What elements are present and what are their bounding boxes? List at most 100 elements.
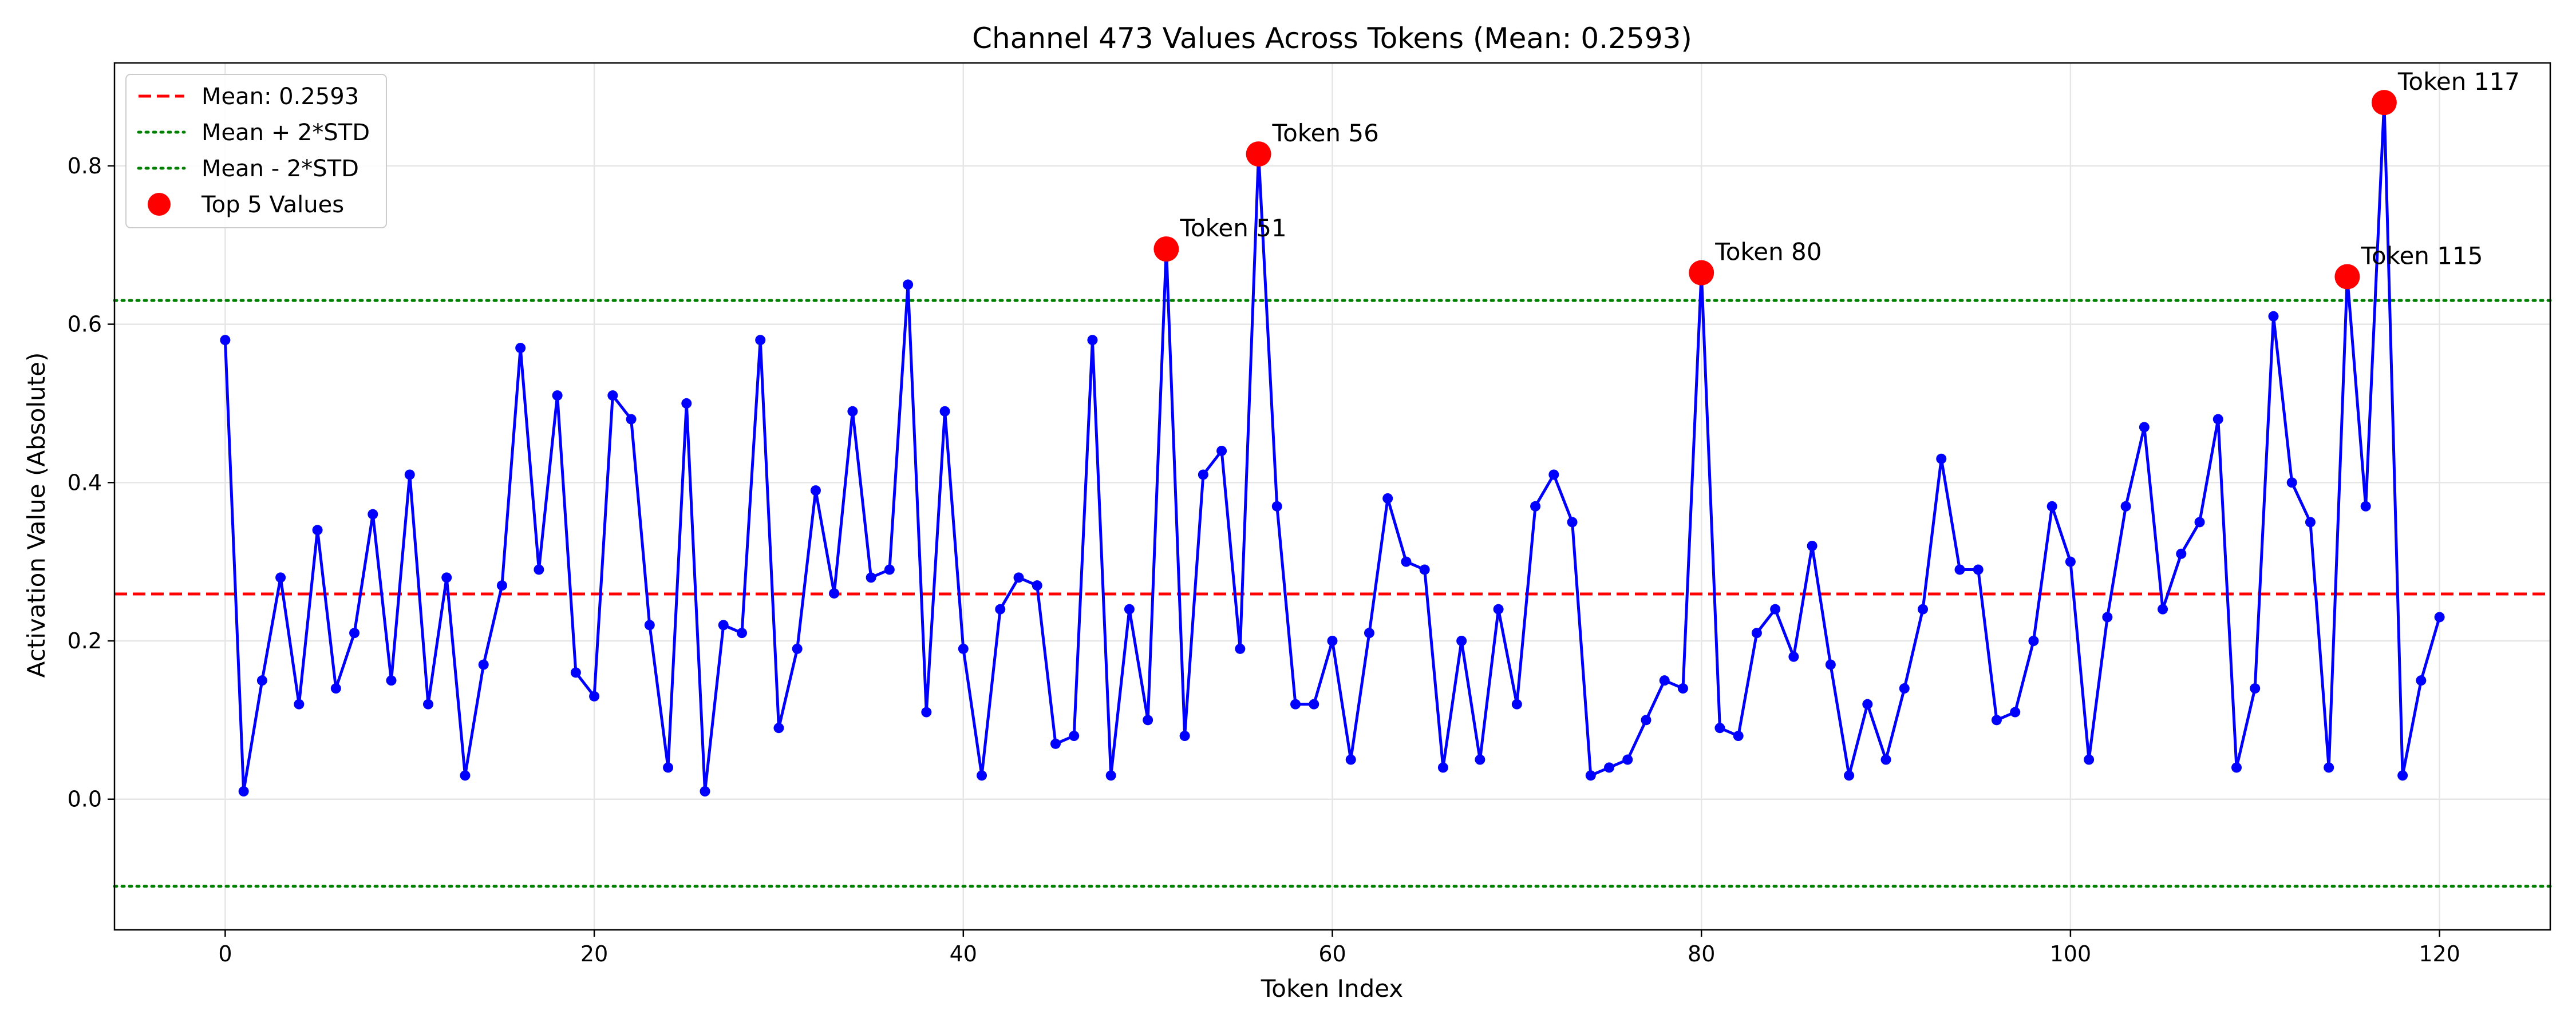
data-point (2065, 556, 2076, 567)
data-point (1069, 731, 1080, 742)
data-point (1309, 699, 1319, 710)
data-point (607, 390, 618, 401)
data-point (330, 683, 341, 694)
data-point (2028, 636, 2039, 646)
top-value-marker (1689, 260, 1714, 286)
data-point (2102, 612, 2113, 623)
data-point (700, 786, 710, 797)
data-point (1493, 604, 1504, 615)
data-point (1271, 501, 1282, 512)
x-tick-label: 120 (2419, 941, 2460, 966)
data-point (2250, 683, 2261, 694)
data-point (220, 335, 231, 346)
data-point (515, 343, 526, 354)
data-point (2010, 707, 2021, 718)
data-point (2046, 501, 2057, 512)
data-point (1751, 628, 1762, 639)
data-point (1087, 335, 1098, 346)
data-point (1032, 580, 1042, 591)
data-point (2434, 612, 2445, 623)
reference-lines (113, 299, 2552, 888)
data-point (1604, 762, 1615, 773)
data-point (2194, 517, 2205, 528)
data-point (570, 667, 581, 678)
data-point (1770, 604, 1781, 615)
y-tick-label: 0.6 (68, 312, 102, 337)
data-point (1198, 469, 1208, 480)
data-point (496, 580, 507, 591)
data-point (238, 786, 249, 797)
data-point (866, 572, 876, 583)
data-point (1567, 517, 1578, 528)
top-values-layer: Token 51 Token 56 Token 80 Token 115 Token 1… (1153, 68, 2520, 290)
data-point (1862, 699, 1873, 710)
data-point (792, 643, 803, 654)
x-tick-label: 40 (950, 941, 977, 966)
data-point (1216, 445, 1227, 456)
data-point (1013, 572, 1024, 583)
x-tick-label: 20 (580, 941, 608, 966)
data-point (1548, 469, 1559, 480)
data-point (1973, 564, 1984, 575)
top-value-marker (2371, 90, 2397, 116)
top-value-marker (2334, 264, 2360, 290)
data-point (2120, 501, 2131, 512)
top-value-label: Token 117 (2397, 68, 2520, 96)
data-point (2324, 762, 2334, 773)
data-point (1105, 770, 1116, 781)
data-point (773, 723, 784, 734)
data-point (644, 620, 655, 631)
data-point (1807, 540, 1818, 551)
data-point (2158, 604, 2168, 615)
data-point (1143, 715, 1153, 726)
chart-title: Channel 473 Values Across Tokens (Mean: … (972, 22, 1692, 55)
data-point (939, 406, 950, 417)
data-point (2268, 311, 2279, 322)
data-point (810, 485, 821, 496)
data-point (2139, 422, 2150, 433)
data-point (1235, 643, 1246, 654)
data-point (1511, 699, 1522, 710)
data-point (884, 564, 895, 575)
grid (114, 63, 2550, 930)
data-point (977, 770, 987, 781)
top-value-label: Token 51 (1179, 214, 1286, 242)
data-point (1475, 754, 1485, 765)
data-point (1714, 723, 1725, 734)
data-point (552, 390, 563, 401)
data-point (1382, 493, 1393, 504)
data-point (422, 699, 433, 710)
data-point (1327, 636, 1338, 646)
data-point (1936, 453, 1947, 464)
data-point (1179, 731, 1190, 742)
data-point (460, 770, 471, 781)
x-axis-ticks: 0 20 40 60 80 100 120 (218, 930, 2460, 966)
data-point (829, 588, 840, 599)
data-point (1530, 501, 1541, 512)
legend: Mean: 0.2593 Mean + 2*STD Mean - 2*STD Top … (125, 74, 387, 228)
data-point (1899, 683, 1910, 694)
data-point (386, 675, 397, 686)
data-point (718, 620, 729, 631)
data-point (681, 398, 692, 409)
data-point (2397, 770, 2408, 781)
y-axis-label: Activation Value (Absolute) (22, 352, 50, 678)
data-point (1733, 731, 1744, 742)
data-point (589, 691, 600, 702)
y-axis-ticks: 0.0 0.2 0.4 0.6 0.8 (68, 153, 114, 812)
data-point (1788, 651, 1799, 662)
y-tick-label: 0.8 (68, 153, 102, 179)
data-point (1844, 770, 1855, 781)
data-point (626, 414, 637, 425)
data-point (1401, 556, 1412, 567)
data-point (755, 335, 766, 346)
data-point (2176, 548, 2187, 559)
data-point (2212, 414, 2223, 425)
x-axis-label: Token Index (1261, 974, 1403, 1003)
legend-label: Mean - 2*STD (202, 156, 359, 182)
data-point (1364, 628, 1374, 639)
data-point (349, 628, 360, 639)
legend-swatch-marker (148, 193, 171, 216)
data-point (1918, 604, 1929, 615)
